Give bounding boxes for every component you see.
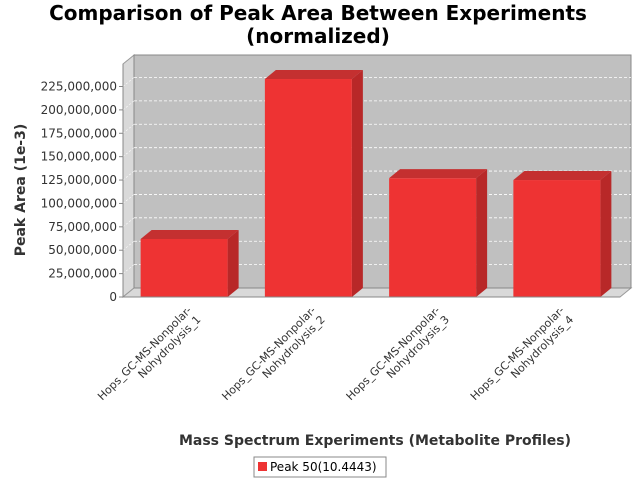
y-tick-label: 225,000,000 [41,80,117,94]
bar-front [264,79,352,297]
bar-2 [264,70,363,297]
x-axis: Hops_GC-MS-Nonpolar-Nohydrolysis_1 Hops_G… [95,296,620,412]
x-tick-label: Hops_GC-MS-Nonpolar-Nohydrolysis_4 [468,304,576,412]
bar-1 [140,229,239,297]
x-tick-label-line: Hops_GC-MS-Nonpolar- [468,304,567,403]
legend-swatch [258,462,267,471]
bar-top [389,169,488,179]
bar-4 [513,171,612,297]
left-wall [122,53,135,299]
chart-title-line1: Comparison of Peak Area Between Experime… [49,1,587,25]
y-tick-label: 75,000,000 [48,220,117,234]
bar-side [600,171,612,297]
x-tick-label-line: Hops_GC-MS-Nonpolar- [95,304,194,403]
y-tick-label: 0 [109,290,117,304]
y-tick-label: 25,000,000 [48,267,117,281]
bar-front [140,238,228,297]
legend-box [253,456,387,478]
y-axis: 0 25,000,000 50,000,000 75,000,000 100,000,0… [41,64,124,304]
x-tick-label: Hops_GC-MS-Nonpolar-Nohydrolysis_3 [344,304,452,412]
x-tick-label-line: Hops_GC-MS-Nonpolar- [344,304,443,403]
y-tick-label: 50,000,000 [48,243,117,257]
bar-side [476,169,488,297]
legend: Peak 50(10.4443) [253,456,387,478]
bar-front [513,180,601,297]
y-tick-label: 100,000,000 [41,196,117,210]
x-tick-label: Hops_GC-MS-Nonpolar-Nohydrolysis_2 [219,304,327,412]
chart-title-line2: (normalized) [246,24,390,48]
legend-series-name: Peak 50(10.4443) [270,460,377,474]
bar-3 [389,169,488,297]
y-tick-label: 175,000,000 [41,126,117,140]
bar-side [227,229,239,297]
x-tick-label-line: Hops_GC-MS-Nonpolar- [219,304,318,403]
y-tick-label: 150,000,000 [41,150,117,164]
x-tick-label: Hops_GC-MS-Nonpolar-Nohydrolysis_1 [95,304,203,412]
bar-side [351,70,363,297]
bars [140,70,612,297]
bar-top [140,229,239,239]
x-axis-label: Mass Spectrum Experiments (Metabolite Pr… [179,433,571,449]
bar-front [389,178,477,297]
y-tick-label: 125,000,000 [41,173,117,187]
y-axis-label: Peak Area (1e-3) [13,124,29,257]
bar-top [264,70,363,80]
bar-top [513,171,612,181]
y-tick-label: 200,000,000 [41,103,117,117]
